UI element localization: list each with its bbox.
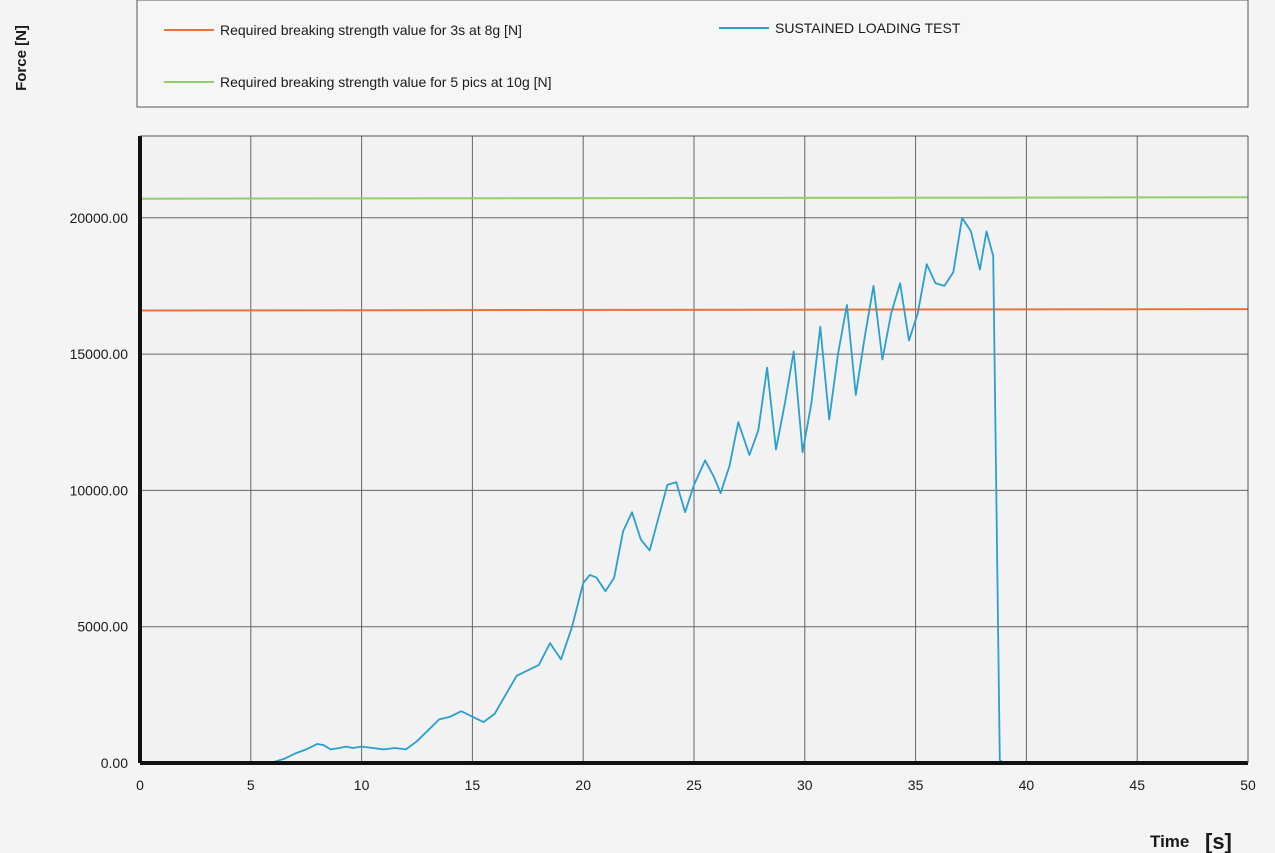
- series-line-1: [140, 216, 1049, 764]
- x-axis-label: Time: [1150, 832, 1189, 851]
- y-tick-label: 10000.00: [70, 482, 129, 498]
- y-tick-label: 15000.00: [70, 346, 129, 362]
- y-axis-label: Force [N]: [13, 25, 30, 91]
- x-tick-label: 20: [575, 777, 591, 793]
- y-tick-label: 0.00: [101, 755, 128, 771]
- x-axis-label-unit: [s]: [1205, 829, 1232, 853]
- series-line-2: [139, 196, 1249, 200]
- x-tick-label: 40: [1019, 777, 1035, 793]
- x-tick-label: 25: [686, 777, 702, 793]
- x-tick-label: 10: [354, 777, 370, 793]
- legend-label-5pics-10g: Required breaking strength value for 5 p…: [220, 74, 552, 90]
- x-tick-label: 0: [136, 777, 144, 793]
- series-lines: [139, 196, 1249, 764]
- y-tick-label: 5000.00: [77, 619, 128, 635]
- legend-box: [136, 0, 1249, 108]
- x-tick-label: 35: [908, 777, 924, 793]
- legend-label-3s-8g: Required breaking strength value for 3s …: [220, 22, 522, 38]
- x-tick-label: 15: [465, 777, 481, 793]
- grid-lines: [140, 136, 1249, 763]
- x-tick-label: 45: [1129, 777, 1145, 793]
- x-tick-label: 5: [247, 777, 255, 793]
- series-line-0: [139, 308, 1249, 312]
- legend-label-sustained: SUSTAINED LOADING TEST: [775, 20, 961, 36]
- x-tick-labels: 0 5 10 15 20 25 30 35 40 45 50: [136, 777, 1256, 793]
- y-tick-label: 20000.00: [70, 210, 129, 226]
- x-tick-label: 30: [797, 777, 813, 793]
- x-tick-label: 50: [1240, 777, 1256, 793]
- y-tick-labels: 0.00 5000.00 10000.00 15000.00 20000.00: [70, 210, 129, 771]
